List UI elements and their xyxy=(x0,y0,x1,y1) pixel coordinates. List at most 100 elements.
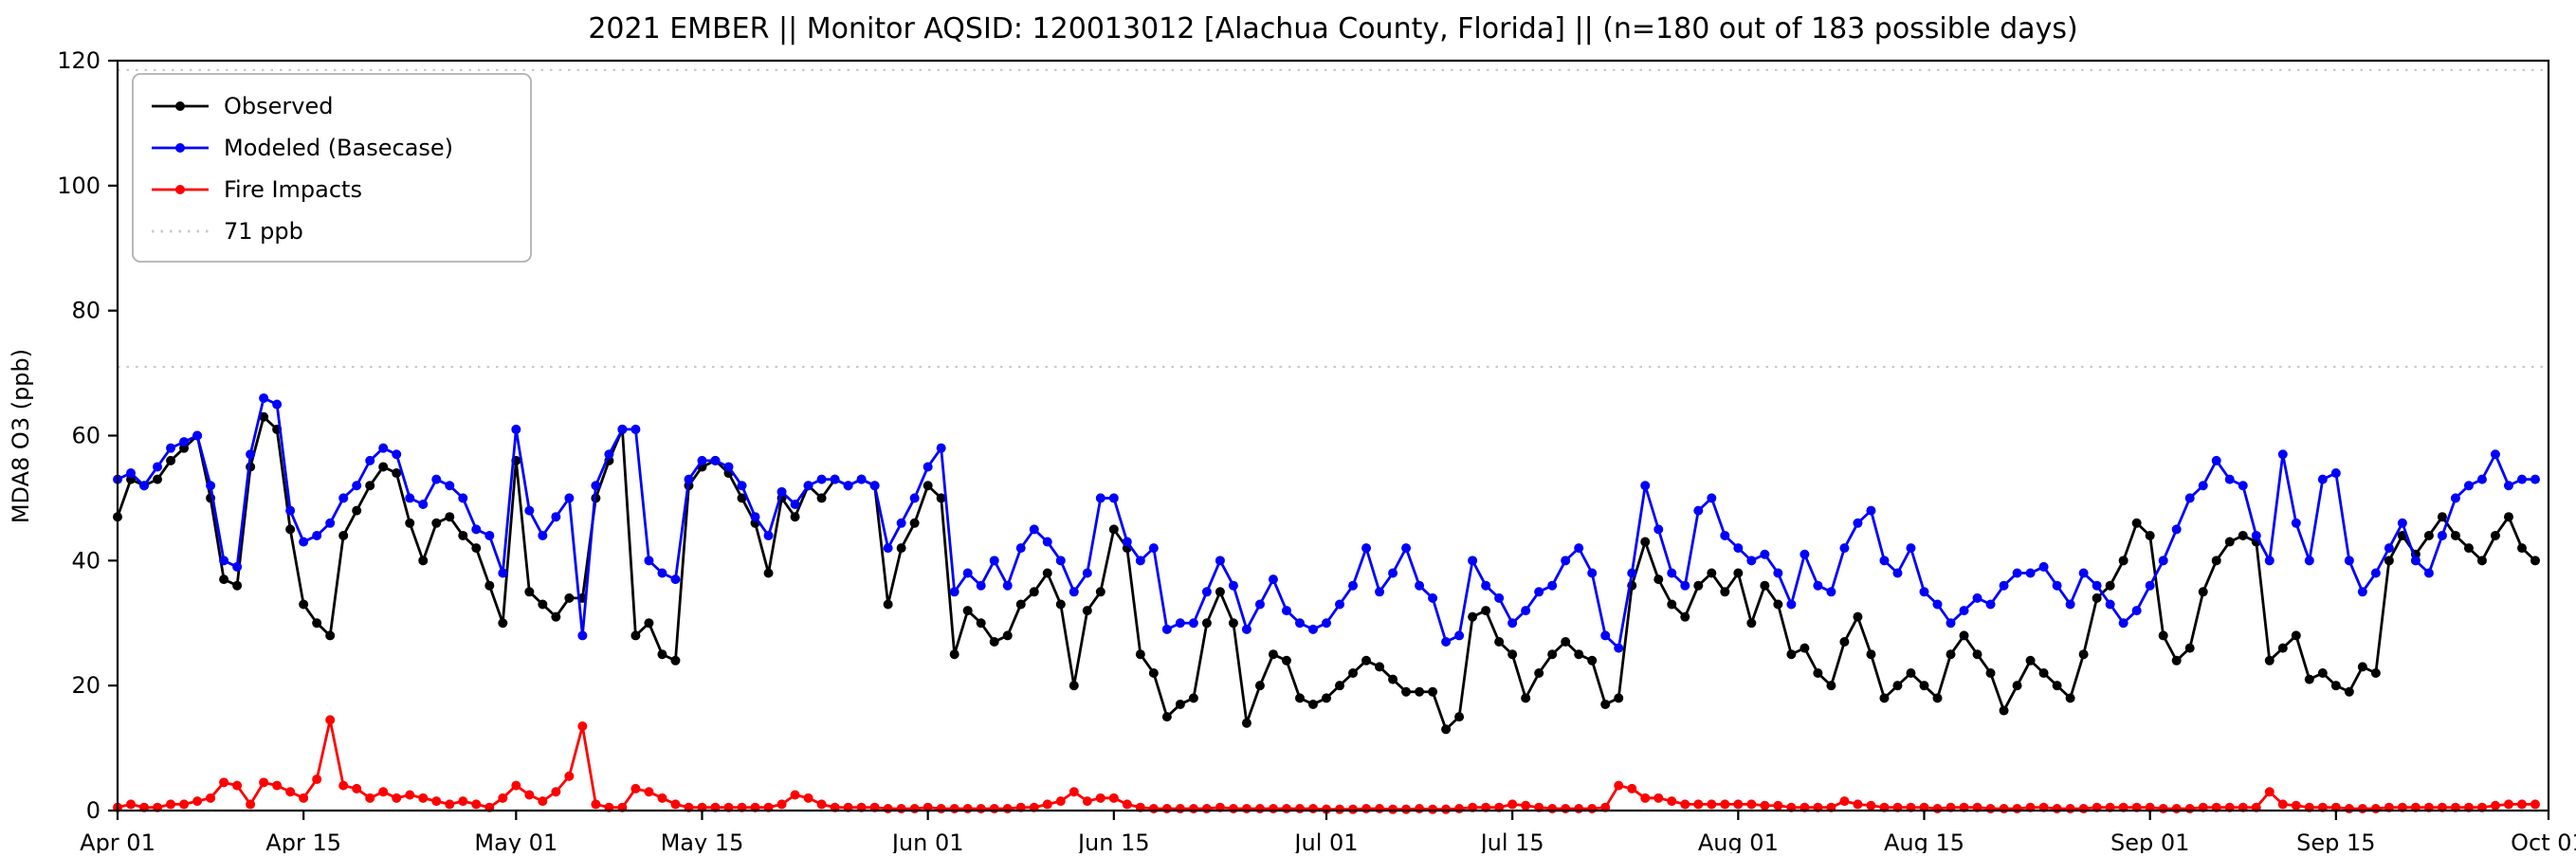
data-point-fire-impacts xyxy=(1002,804,1013,814)
data-point-modeled-basecase xyxy=(2450,493,2460,503)
data-point-observed xyxy=(1826,681,1836,691)
data-point-fire-impacts xyxy=(378,787,389,797)
y-tick-label: 80 xyxy=(71,298,100,324)
data-point-fire-impacts xyxy=(790,790,800,800)
data-point-modeled-basecase xyxy=(299,537,309,547)
x-tick-label: Jun 15 xyxy=(1076,830,1150,853)
data-point-observed xyxy=(2145,530,2155,540)
data-point-fire-impacts xyxy=(246,799,256,810)
data-point-modeled-basecase xyxy=(2211,455,2221,465)
data-point-observed xyxy=(538,599,548,610)
x-tick-label: Jun 01 xyxy=(890,830,964,853)
data-point-fire-impacts xyxy=(776,799,787,810)
data-point-observed xyxy=(1521,693,1531,703)
data-point-observed xyxy=(1972,649,1982,660)
data-point-observed xyxy=(1281,655,1291,666)
data-point-observed xyxy=(1441,724,1452,735)
data-point-observed xyxy=(1241,718,1251,728)
data-point-modeled-basecase xyxy=(2437,530,2447,540)
data-point-observed xyxy=(1946,649,1956,660)
data-point-observed xyxy=(1468,611,1478,622)
data-point-modeled-basecase xyxy=(1015,543,1026,554)
data-point-fire-impacts xyxy=(365,793,375,803)
data-point-observed xyxy=(2277,643,2288,653)
data-point-fire-impacts xyxy=(896,804,906,814)
data-point-observed xyxy=(1175,699,1185,709)
data-point-modeled-basecase xyxy=(1906,543,1916,554)
data-point-observed xyxy=(1307,699,1318,709)
series-modeled-basecase xyxy=(113,392,2540,653)
data-point-modeled-basecase xyxy=(763,530,774,540)
data-point-observed xyxy=(2065,693,2075,703)
data-point-fire-impacts xyxy=(1082,796,1092,807)
data-point-observed xyxy=(2437,512,2447,522)
data-point-observed xyxy=(312,618,322,629)
data-point-modeled-basecase xyxy=(591,481,601,491)
data-point-modeled-basecase xyxy=(816,474,827,484)
data-point-fire-impacts xyxy=(1985,804,1996,814)
data-point-modeled-basecase xyxy=(1375,587,1385,597)
data-point-modeled-basecase xyxy=(830,474,840,484)
data-point-fire-impacts xyxy=(1627,783,1637,793)
legend: Observed Modeled (Basecase) Fire Impacts 71… xyxy=(132,73,532,263)
data-point-observed xyxy=(2304,674,2314,684)
data-point-observed xyxy=(1254,681,1265,691)
data-point-fire-impacts xyxy=(883,804,893,814)
data-point-modeled-basecase xyxy=(1241,624,1251,634)
data-point-fire-impacts xyxy=(1161,804,1172,814)
data-point-observed xyxy=(1600,699,1611,709)
data-point-modeled-basecase xyxy=(1321,618,1331,629)
data-point-fire-impacts xyxy=(2291,800,2301,811)
legend-box xyxy=(132,73,532,263)
data-point-observed xyxy=(790,512,800,522)
data-point-fire-impacts xyxy=(1441,804,1452,814)
data-point-observed xyxy=(2344,686,2354,697)
data-point-modeled-basecase xyxy=(1946,618,1956,629)
data-point-fire-impacts xyxy=(1294,804,1305,814)
data-point-modeled-basecase xyxy=(1959,606,1969,616)
data-point-modeled-basecase xyxy=(1826,587,1836,597)
page-title: 2021 EMBER || Monitor AQSID: 120013012 [… xyxy=(588,12,2077,46)
data-point-observed xyxy=(153,474,163,484)
data-point-observed xyxy=(923,481,933,491)
data-point-modeled-basecase xyxy=(1468,556,1478,566)
data-point-observed xyxy=(1800,643,1810,653)
data-point-modeled-basecase xyxy=(1707,493,1717,503)
data-point-observed xyxy=(657,649,667,660)
data-point-observed xyxy=(325,630,336,641)
data-point-modeled-basecase xyxy=(1122,537,1132,547)
data-point-observed xyxy=(2211,556,2221,566)
data-point-modeled-basecase xyxy=(617,424,628,434)
data-point-observed xyxy=(2317,667,2328,678)
data-point-modeled-basecase xyxy=(697,455,707,465)
data-point-modeled-basecase xyxy=(1441,637,1452,647)
data-point-observed xyxy=(989,637,999,647)
data-point-modeled-basecase xyxy=(2158,556,2168,566)
data-point-fire-impacts xyxy=(1587,804,1598,814)
data-point-observed xyxy=(1454,712,1465,722)
data-point-fire-impacts xyxy=(2370,804,2381,814)
data-point-fire-impacts xyxy=(1653,793,1664,803)
data-point-fire-impacts xyxy=(2490,800,2500,811)
data-point-observed xyxy=(1415,686,1425,697)
data-point-observed xyxy=(1760,580,1770,591)
data-point-modeled-basecase xyxy=(1600,630,1611,641)
data-point-fire-impacts xyxy=(538,796,548,807)
data-point-modeled-basecase xyxy=(325,518,336,528)
data-point-modeled-basecase xyxy=(2317,474,2328,484)
data-point-modeled-basecase xyxy=(949,587,959,597)
data-point-observed xyxy=(1707,568,1717,578)
data-point-modeled-basecase xyxy=(2238,481,2248,491)
data-point-observed xyxy=(1294,693,1305,703)
data-point-modeled-basecase xyxy=(1813,580,1823,591)
data-point-observed xyxy=(1879,693,1890,703)
data-point-modeled-basecase xyxy=(219,556,229,566)
data-point-observed xyxy=(2264,655,2275,666)
data-point-modeled-basecase xyxy=(166,443,176,453)
data-point-modeled-basecase xyxy=(126,468,137,479)
data-point-observed xyxy=(1813,667,1823,678)
data-point-observed xyxy=(1148,667,1159,678)
data-point-modeled-basecase xyxy=(1454,630,1465,641)
data-point-modeled-basecase xyxy=(776,486,787,497)
